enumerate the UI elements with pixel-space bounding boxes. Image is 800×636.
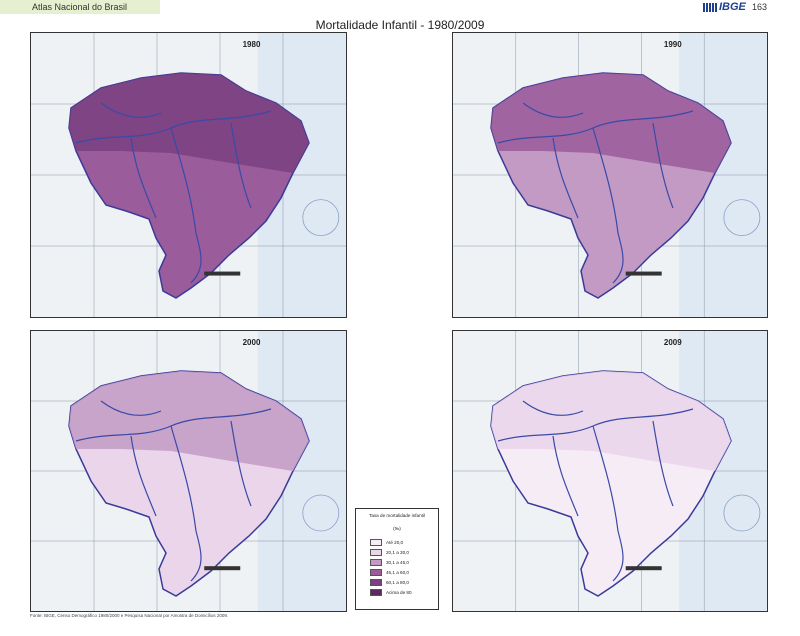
source-footnote: Fonte: IBGE, Censo Demográfico 1980/2000… [30,613,229,618]
page-title: Mortalidade Infantil - 1980/2009 [315,18,485,32]
river-line [612,232,624,284]
map-legend: Taxa de mortalidade infantil (‰) Até 20,… [355,508,439,610]
legend-label: 60,1 a 80,0 [386,580,409,585]
legend-item: 20,1 a 30,0 [370,549,436,557]
legend-swatch [370,549,382,556]
river-line [612,530,624,582]
scale-bar [625,566,662,571]
legend-swatch [370,589,382,596]
river-line [230,122,252,209]
map-year-label: 2000 [243,338,261,347]
map-svg: 1980 [31,33,346,317]
ibge-logo-icon [703,2,717,12]
legend-title: Taxa de mortalidade infantil [369,513,425,518]
river-line [130,137,157,219]
scale-bar [625,271,662,276]
inset-circle [723,494,761,532]
inset-circle [302,199,340,237]
river-line [552,137,579,219]
river-line [522,400,584,416]
map-year-label: 1980 [243,40,261,49]
legend-item: Acima de 80 [370,589,436,597]
scale-bar [204,271,241,276]
map-svg: 2009 [453,331,767,611]
map-year-label: 1990 [664,40,682,49]
legend-label: 45,1 a 60,0 [386,570,409,575]
legend-label: Até 20,0 [386,540,404,545]
ibge-logo-text: IBGE [719,1,746,13]
legend-item: Até 20,0 [370,539,436,547]
river-line [100,400,162,416]
legend-unit: (‰) [393,526,401,531]
page-number: 163 [752,2,768,12]
river-line [552,435,579,517]
inset-circle [723,199,761,237]
scale-bar [204,566,241,571]
river-line [230,420,252,507]
map-panel-1980: 1980 [30,32,347,318]
river-line [190,530,202,582]
river-line [170,127,197,234]
river-line [170,425,197,532]
river-line [190,232,202,284]
map-year-label: 2009 [664,338,682,347]
map-panel-2000: 2000 [30,330,347,612]
legend-swatch [370,579,382,586]
map-svg: 2000 [31,331,346,611]
map-panel-1990: 1990 [452,32,768,318]
legend-label: 20,1 a 30,0 [386,550,409,555]
map-panel-2009: 2009 [452,330,768,612]
map-svg: 1990 [453,33,767,317]
river-line [652,420,674,507]
legend-swatch [370,559,382,566]
river-line [522,102,584,118]
atlas-header-label: Atlas Nacional do Brasil [0,0,160,14]
inset-circle [302,494,340,532]
legend-label: Acima de 80 [386,590,412,595]
legend-item: 45,1 a 60,0 [370,569,436,577]
legend-item: 60,1 a 80,0 [370,579,436,587]
river-line [130,435,157,517]
river-line [592,425,619,532]
legend-swatch [370,569,382,576]
ibge-logo: IBGE [703,0,746,14]
river-line [652,122,674,209]
river-line [100,102,162,118]
page-header: Atlas Nacional do Brasil IBGE 163 [0,0,800,16]
legend-swatch [370,539,382,546]
legend-item: 30,1 a 45,0 [370,559,436,567]
legend-label: 30,1 a 45,0 [386,560,409,565]
river-line [592,127,619,234]
